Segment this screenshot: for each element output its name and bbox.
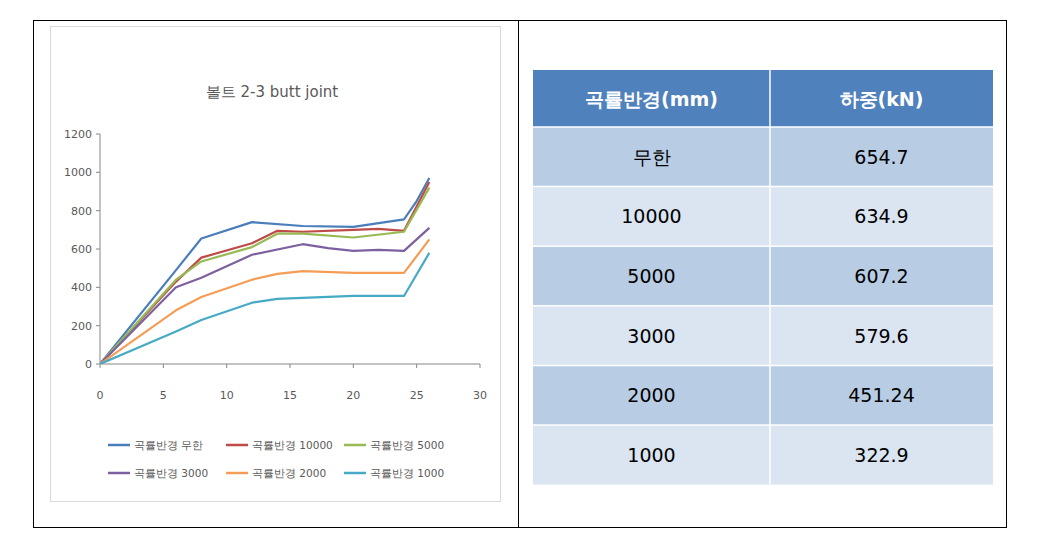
divider xyxy=(518,20,519,528)
legend-label: 곡률반경 무한 xyxy=(134,439,203,451)
y-axis xyxy=(100,134,101,364)
x-tick-label: 5 xyxy=(160,389,167,402)
y-tick xyxy=(96,172,100,173)
legend-swatch xyxy=(108,472,130,475)
legend-label: 곡률반경 2000 xyxy=(252,467,326,479)
legend-label: 곡률반경 3000 xyxy=(134,467,208,479)
y-tick-label: 600 xyxy=(71,243,92,256)
row-border xyxy=(533,424,993,426)
table-cell: 무한 xyxy=(633,146,671,168)
table-cell: 451.24 xyxy=(848,384,914,406)
table-cell: 1000 xyxy=(627,444,675,466)
legend-swatch xyxy=(344,444,366,447)
x-tick xyxy=(100,364,101,368)
y-tick xyxy=(96,134,100,135)
table-cell: 5000 xyxy=(627,265,675,287)
table-row-bg xyxy=(533,306,993,366)
x-tick xyxy=(290,364,291,368)
col-border xyxy=(769,70,771,485)
x-tick-label: 0 xyxy=(97,389,104,402)
row-border xyxy=(533,365,993,367)
legend-swatch xyxy=(108,444,130,447)
y-tick-label: 400 xyxy=(71,281,92,294)
x-tick-label: 10 xyxy=(220,389,234,402)
legend-swatch xyxy=(344,472,366,475)
row-border xyxy=(533,305,993,307)
table-row-bg xyxy=(533,187,993,247)
table-row-bg xyxy=(533,246,993,306)
y-tick-label: 1000 xyxy=(64,166,92,179)
y-tick-label: 0 xyxy=(85,358,92,371)
series-line xyxy=(100,188,429,364)
x-tick xyxy=(480,364,481,368)
page: 볼트 2-3 butt joint 0 200 400 600 800 1000 1200 0 5… xyxy=(0,0,1037,540)
chart-title: 볼트 2-3 butt joint xyxy=(206,83,339,101)
legend-swatch xyxy=(226,444,248,447)
series-line xyxy=(100,178,429,364)
row-border xyxy=(533,186,993,188)
outer-frame xyxy=(34,21,1007,528)
x-tick xyxy=(353,364,354,368)
y-tick xyxy=(96,210,100,211)
x-tick-label: 25 xyxy=(410,389,424,402)
series-line xyxy=(100,239,429,364)
legend-swatch xyxy=(226,472,248,475)
series-line xyxy=(100,253,429,364)
chart-frame xyxy=(51,27,501,502)
y-tick xyxy=(96,364,100,365)
series-line xyxy=(100,182,429,364)
table-row-bg xyxy=(533,365,993,425)
y-tick xyxy=(96,325,100,326)
legend-label: 곡률반경 5000 xyxy=(370,439,444,451)
x-tick-label: 20 xyxy=(346,389,360,402)
x-tick xyxy=(416,364,417,368)
table-header-bg xyxy=(533,70,993,127)
x-tick xyxy=(226,364,227,368)
row-border xyxy=(533,245,993,247)
plot-area xyxy=(100,178,429,364)
y-tick-label: 200 xyxy=(71,320,92,333)
legend-label: 곡률반경 10000 xyxy=(252,439,333,451)
y-tick xyxy=(96,287,100,288)
x-tick-label: 15 xyxy=(283,389,297,402)
y-tick xyxy=(96,249,100,250)
table-cell: 3000 xyxy=(627,325,675,347)
table-cell: 654.7 xyxy=(854,146,908,168)
x-tick xyxy=(163,364,164,368)
table-cell: 634.9 xyxy=(854,205,908,227)
table-cell: 579.6 xyxy=(854,325,908,347)
row-border xyxy=(533,126,993,128)
y-tick-label: 800 xyxy=(71,205,92,218)
table-row-bg xyxy=(533,127,993,187)
legend-label: 곡률반경 1000 xyxy=(370,467,444,479)
x-tick-label: 30 xyxy=(473,389,487,402)
y-tick-label: 1200 xyxy=(64,128,92,141)
table-cell: 10000 xyxy=(621,205,681,227)
table-cell: 607.2 xyxy=(854,265,908,287)
series-line xyxy=(100,228,429,364)
table-header: 하중(kN) xyxy=(840,88,924,110)
table-cell: 322.9 xyxy=(854,444,908,466)
table-header: 곡률반경(mm) xyxy=(585,88,718,110)
table-row-bg xyxy=(533,425,993,485)
x-axis xyxy=(100,364,480,365)
table-cell: 2000 xyxy=(627,384,675,406)
